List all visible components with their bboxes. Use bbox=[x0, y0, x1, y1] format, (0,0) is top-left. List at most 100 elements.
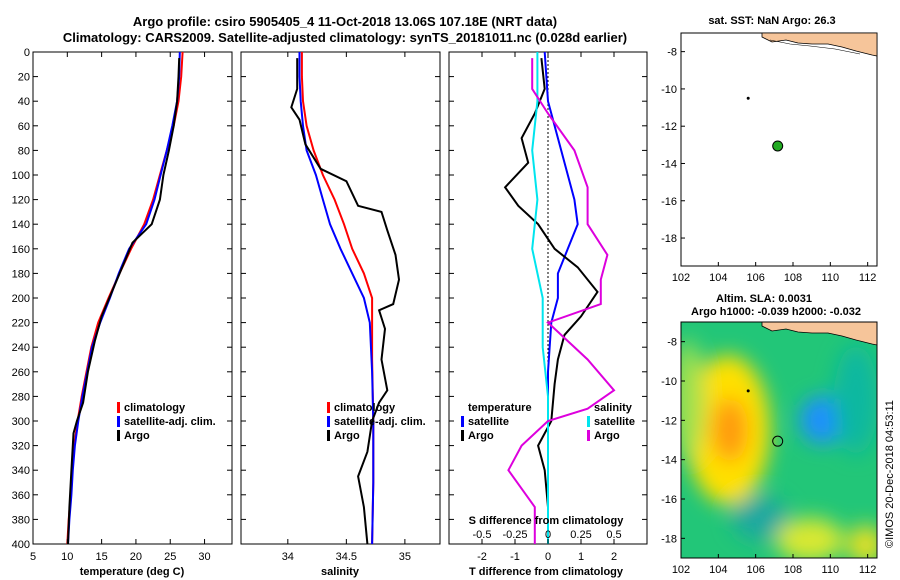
sla-peak-blob bbox=[712, 398, 748, 462]
difference-legend: temperature satellite Argo salinity sate… bbox=[461, 402, 635, 442]
x-tick-label: 34.5 bbox=[336, 551, 357, 563]
map-y-tick-label: -12 bbox=[661, 121, 677, 133]
map-x-tick-label: 112 bbox=[859, 272, 877, 284]
depth-tick-label: 140 bbox=[12, 219, 30, 231]
depth-tick-label: 20 bbox=[18, 72, 30, 84]
previous-profile-marker bbox=[746, 96, 750, 100]
depth-tick-label: 280 bbox=[12, 391, 30, 403]
salinity-tick-labels: 34 34.5 35 bbox=[282, 52, 411, 563]
sla-map-land bbox=[761, 322, 877, 346]
map-x-tick-label: 106 bbox=[746, 564, 764, 576]
x-tick-label: 30 bbox=[198, 551, 210, 563]
salinity-series bbox=[290, 52, 401, 545]
figure-title-line2: Climatology: CARS2009. Satellite-adjuste… bbox=[63, 30, 627, 45]
map-y-tick-label: -8 bbox=[667, 47, 677, 59]
depth-tick-label: 80 bbox=[18, 145, 30, 157]
s-tick-label: -0.5 bbox=[473, 529, 492, 541]
legend-label-t-satellite: satellite bbox=[468, 416, 509, 428]
temperature-plot-frame bbox=[32, 51, 233, 545]
x-tick-label: 10 bbox=[61, 551, 73, 563]
s-difference-label: S difference from climatology bbox=[469, 515, 625, 527]
legend-label-argo: Argo bbox=[124, 430, 150, 442]
sst-map-title: sat. SST: NaN Argo: 26.3 bbox=[708, 15, 835, 27]
sla-map-panel: Altim. SLA: 0.0031 Argo h1000: -0.039 h2… bbox=[661, 293, 878, 576]
series-line-temperature-argo bbox=[503, 57, 599, 544]
legend-title-salinity: salinity bbox=[594, 402, 633, 414]
x-tick-label: -2 bbox=[477, 551, 487, 563]
difference-gridlines bbox=[449, 51, 647, 545]
sla-low-blob bbox=[800, 396, 844, 444]
map-y-tick-label: -12 bbox=[661, 415, 677, 427]
sla-map-markers bbox=[746, 389, 784, 447]
legend-swatch-t-argo bbox=[461, 430, 464, 441]
map-x-tick-label: 112 bbox=[859, 564, 877, 576]
temperature-xlabel: temperature (deg C) bbox=[80, 566, 185, 578]
map-y-tick-label: -18 bbox=[661, 233, 677, 245]
temperature-legend: climatology satellite-adj. clim. Argo bbox=[117, 402, 216, 442]
sst-map-tick-labels: 102 104 106 108 110 112 -8 -10 -12 -14 -16 -18 bbox=[661, 47, 876, 284]
sst-map-coastline bbox=[769, 39, 861, 55]
map-x-tick-label: 106 bbox=[746, 272, 764, 284]
argo-profile-marker bbox=[772, 140, 784, 152]
s-tick-label: 0.5 bbox=[606, 529, 621, 541]
sla-map-title-line1: Altim. SLA: 0.0031 bbox=[716, 293, 812, 305]
x-tick-label: 1 bbox=[578, 551, 584, 563]
x-tick-label: 20 bbox=[130, 551, 142, 563]
legend-title-temperature: temperature bbox=[468, 402, 532, 414]
s-tick-label: 0.25 bbox=[570, 529, 591, 541]
imos-watermark: ©IMOS 20-Dec-2018 04:53:11 bbox=[884, 400, 896, 548]
sla-south-blob bbox=[732, 496, 788, 540]
depth-tick-label: 200 bbox=[12, 293, 30, 305]
sst-map-panel: sat. SST: NaN Argo: 26.3 102 104 106 108 110… bbox=[661, 15, 878, 284]
series-line-argo bbox=[290, 58, 401, 545]
depth-tick-label: 0 bbox=[24, 47, 30, 59]
depth-tick-label: 60 bbox=[18, 121, 30, 133]
map-y-tick-label: -14 bbox=[661, 158, 677, 170]
legend-label-climatology: climatology bbox=[334, 402, 396, 414]
legend-swatch-t-satellite bbox=[461, 416, 464, 427]
depth-tick-label: 120 bbox=[12, 195, 30, 207]
map-x-tick-label: 110 bbox=[822, 564, 840, 576]
sst-map-land bbox=[761, 32, 878, 57]
temperature-gridlines bbox=[33, 51, 232, 545]
map-x-tick-label: 102 bbox=[672, 564, 690, 576]
depth-tick-label: 260 bbox=[12, 367, 30, 379]
difference-series bbox=[503, 51, 616, 544]
legend-label-t-argo: Argo bbox=[468, 430, 494, 442]
map-x-tick-label: 104 bbox=[709, 564, 727, 576]
sla-map-tick-labels: 102 104 106 108 110 112 -8 -10 -12 -14 -16 -18 bbox=[661, 337, 876, 576]
map-x-tick-label: 110 bbox=[822, 272, 840, 284]
depth-tick-label: 220 bbox=[12, 318, 30, 330]
depth-tick-label: 240 bbox=[12, 342, 30, 354]
previous-profile-marker bbox=[746, 389, 750, 393]
depth-tick-labels: 0 20 40 60 80 100 120 140 160 180 200 220 240 260 280 3… bbox=[12, 47, 30, 551]
map-x-tick-label: 108 bbox=[784, 272, 802, 284]
depth-tick-label: 380 bbox=[12, 514, 30, 526]
temperature-panel: 0 20 40 60 80 100 120 140 160 180 200 220 240 260 280 3… bbox=[12, 47, 233, 578]
legend-swatch-climatology bbox=[117, 402, 120, 413]
legend-swatch-s-argo bbox=[587, 430, 590, 441]
legend-swatch-satellite bbox=[327, 416, 330, 427]
depth-tick-label: 300 bbox=[12, 416, 30, 428]
figure-title-line1: Argo profile: csiro 5905405_4 11-Oct-201… bbox=[133, 14, 557, 29]
legend-swatch-argo bbox=[117, 430, 120, 441]
legend-swatch-climatology bbox=[327, 402, 330, 413]
salinity-plot-frame bbox=[240, 51, 441, 545]
legend-label-argo: Argo bbox=[334, 430, 360, 442]
salinity-gridlines bbox=[241, 51, 440, 545]
depth-tick-label: 340 bbox=[12, 465, 30, 477]
sla-east-blob bbox=[834, 345, 877, 455]
map-x-tick-label: 102 bbox=[672, 272, 690, 284]
sla-map-frame bbox=[680, 321, 878, 559]
legend-swatch-satellite bbox=[117, 416, 120, 427]
t-difference-tick-labels: -2 -1 0 1 2 bbox=[477, 52, 617, 563]
depth-tick-label: 100 bbox=[12, 170, 30, 182]
x-tick-label: 34 bbox=[282, 551, 294, 563]
map-y-tick-label: -18 bbox=[661, 533, 677, 545]
series-line-argo bbox=[67, 58, 181, 545]
map-x-tick-label: 108 bbox=[784, 564, 802, 576]
series-line-satellite-adj-clim- bbox=[298, 52, 375, 545]
s-difference-tick-labels: -0.5 -0.25 0 0.25 0.5 bbox=[473, 529, 622, 541]
x-tick-label: 2 bbox=[611, 551, 617, 563]
